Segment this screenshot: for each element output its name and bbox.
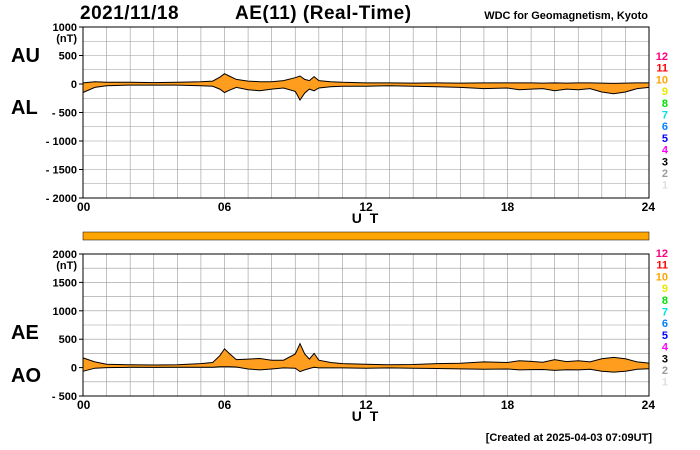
series-label-au: AU: [11, 45, 40, 67]
y-tick-label: 2000: [53, 249, 77, 261]
hour-legend-label: 4: [662, 342, 669, 354]
grid: [82, 26, 650, 199]
source-label: WDC for Geomagnetism, Kyoto: [484, 10, 648, 22]
x-tick-label: 12: [359, 398, 373, 412]
hour-legend-label: 3: [662, 353, 668, 365]
series-label-ae: AE: [11, 322, 39, 344]
plot-frame: [82, 253, 650, 397]
hour-legend-label: 3: [662, 156, 668, 168]
x-tick-label: 18: [501, 398, 515, 412]
x-tick-label: 06: [218, 398, 232, 412]
series-line-ae: [82, 342, 650, 366]
x-axis-label: U T: [352, 210, 381, 226]
x-tick-label: 24: [642, 398, 656, 412]
series-line-ao: [82, 366, 650, 373]
y-tick-label: - 1500: [46, 165, 77, 177]
hour-legend-label: 10: [656, 74, 668, 86]
area-fill: [83, 343, 649, 373]
hour-legend-label: 9: [662, 86, 668, 98]
hour-legend-label: 12: [656, 248, 668, 260]
hour-legend-label: 12: [656, 51, 668, 63]
series-label-al: AL: [11, 97, 38, 119]
x-tick-label: 00: [77, 200, 91, 214]
y-tick-label: 500: [59, 334, 77, 346]
x-tick-label: 06: [218, 200, 232, 214]
hour-legend-label: 5: [662, 133, 668, 145]
series-line-al: [82, 84, 650, 101]
hour-legend-label: 1: [662, 180, 668, 192]
date-title: 2021/11/18: [80, 3, 180, 24]
y-tick-label: 500: [59, 51, 77, 63]
y-tick-label: 0: [71, 363, 77, 375]
hour-legend-label: 2: [662, 365, 668, 377]
y-tick-label: - 500: [52, 391, 77, 403]
hour-legend-label: 10: [656, 271, 668, 283]
hour-legend-label: 6: [662, 121, 668, 133]
data-availability-bar: [82, 231, 650, 241]
series-line-au: [82, 73, 649, 84]
hour-legend-label: 8: [662, 295, 668, 307]
y-unit-label: (nT): [56, 260, 77, 272]
chart-title: AE(11) (Real-Time): [235, 3, 412, 24]
hour-legend-label: 7: [662, 307, 668, 319]
created-timestamp: [Created at 2025-04-03 07:09UT]: [485, 432, 652, 444]
hour-legend-label: 8: [662, 98, 668, 110]
hour-legend-label: 1: [662, 377, 668, 389]
area-fill: [83, 73, 649, 100]
hour-legend-label: 7: [662, 110, 668, 122]
y-tick-label: - 500: [52, 108, 77, 120]
y-tick-label: 0: [71, 79, 77, 91]
y-tick-label: 1000: [53, 306, 77, 318]
y-tick-label: - 2000: [46, 193, 77, 205]
x-tick-label: 18: [501, 200, 515, 214]
x-tick-label: 24: [642, 200, 656, 214]
y-tick-label: 1000: [53, 22, 77, 34]
hour-legend-label: 11: [656, 260, 668, 272]
y-tick-label: - 1000: [46, 136, 77, 148]
x-axis-label: U T: [352, 408, 381, 424]
hour-legend-label: 5: [662, 330, 668, 342]
x-tick-label: 12: [359, 200, 373, 214]
series-label-ao: AO: [11, 365, 41, 387]
hour-legend-label: 2: [662, 168, 668, 180]
hour-legend-label: 6: [662, 318, 668, 330]
hour-legend-label: 9: [662, 283, 668, 295]
y-unit-label: (nT): [56, 33, 77, 45]
hour-legend-label: 11: [656, 63, 668, 75]
panel-au-al: 1000 500 0 - 500 - 1000 - 1500 - 2000 (nT) 00 06 1…: [11, 22, 669, 226]
y-tick-label: 1500: [53, 277, 77, 289]
x-tick-label: 00: [77, 398, 91, 412]
hour-legend-label: 4: [662, 145, 669, 157]
grid: [82, 253, 650, 397]
